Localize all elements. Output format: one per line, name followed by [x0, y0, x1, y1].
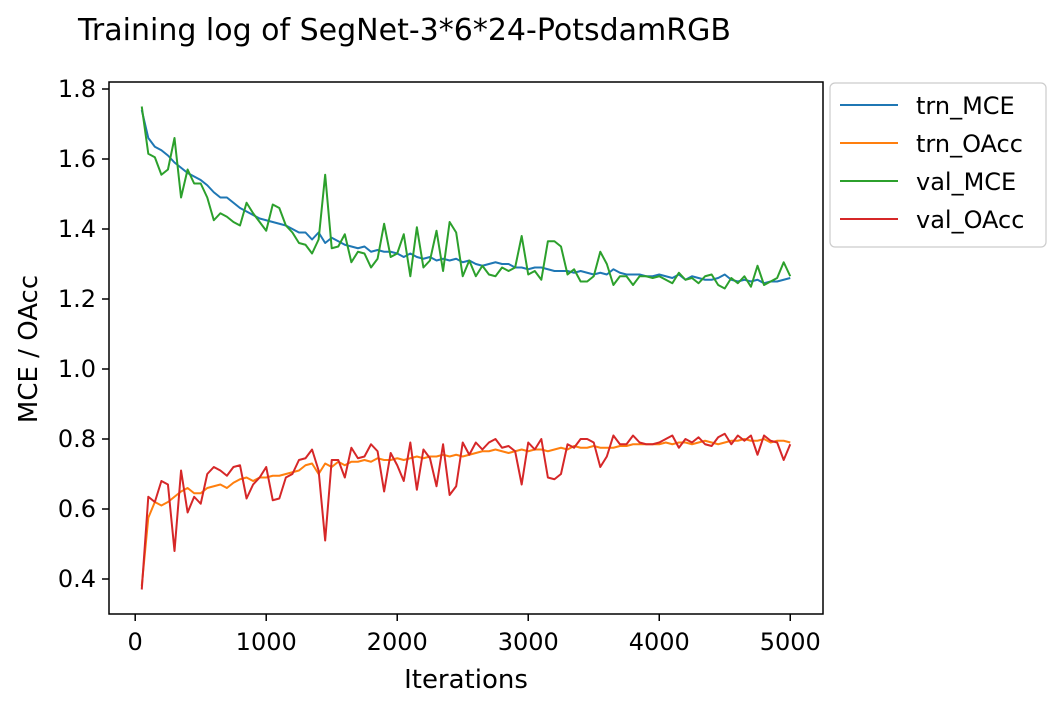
x-tick-label: 1000: [236, 628, 297, 656]
y-axis-label: MCE / OAcc: [14, 275, 44, 423]
legend-label-val_MCE: val_MCE: [916, 168, 1016, 196]
y-tick-label: 0.8: [58, 425, 96, 453]
y-tick-label: 1.0: [58, 355, 96, 383]
y-tick-label: 1.8: [58, 75, 96, 103]
y-tick-label: 1.2: [58, 285, 96, 313]
y-tick-label: 1.4: [58, 215, 96, 243]
legend-label-trn_OAcc: trn_OAcc: [916, 130, 1023, 158]
x-tick-label: 3000: [498, 628, 559, 656]
plot-area: [140, 106, 792, 590]
x-tick-label: 5000: [760, 628, 821, 656]
legend-label-val_OAcc: val_OAcc: [916, 206, 1024, 234]
legend: trn_MCE trn_OAcc val_MCE val_OAcc: [829, 82, 1047, 248]
legend-label-trn_MCE: trn_MCE: [916, 92, 1015, 120]
axes: 0 1000 2000 3000 4000 5000 0.4 0.6 0.8 1.0 1.2 1.4 1…: [58, 75, 824, 656]
x-axis-label: Iterations: [404, 665, 528, 695]
x-tick-label: 0: [128, 628, 143, 656]
chart-title: Training log of SegNet-3*6*24-PotsdamRGB: [77, 13, 731, 48]
y-tick-label: 0.6: [58, 495, 96, 523]
x-tick-label: 4000: [629, 628, 690, 656]
legend-box: [829, 82, 1047, 248]
plot-frame: [108, 81, 824, 615]
series-line-val_MCE: [140, 106, 792, 290]
y-tick-label: 1.6: [58, 145, 96, 173]
y-tick-label: 0.4: [58, 565, 96, 593]
x-tick-label: 2000: [367, 628, 428, 656]
series-line-val_OAcc: [140, 432, 792, 590]
